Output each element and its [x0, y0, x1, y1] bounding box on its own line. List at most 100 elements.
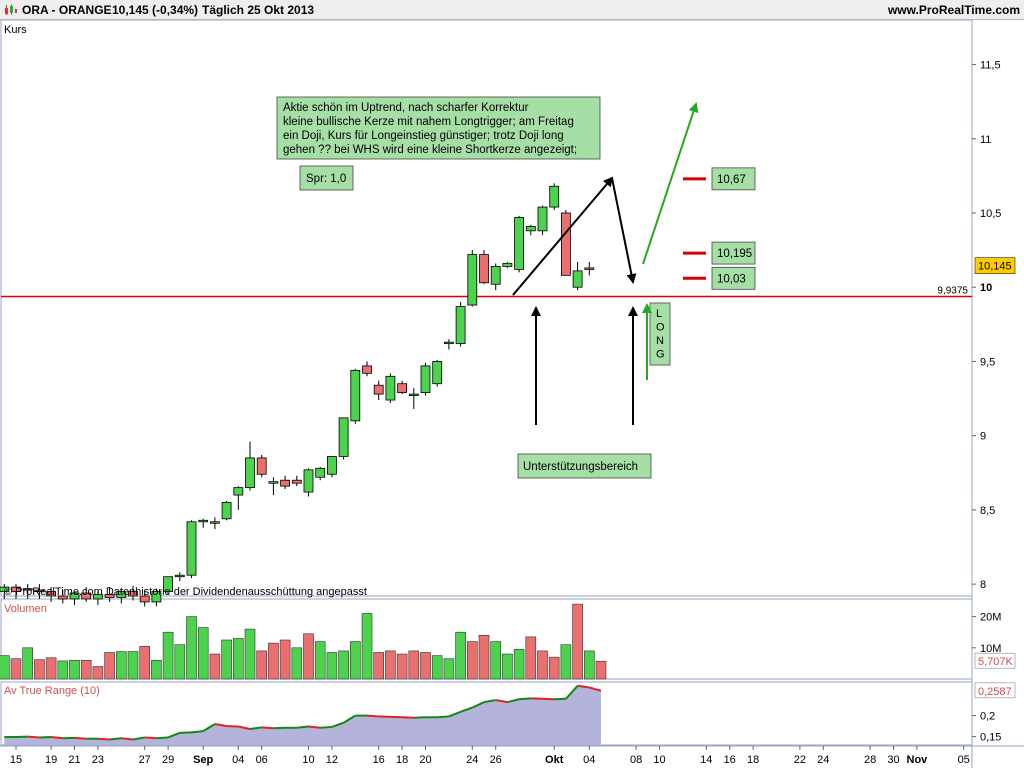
atr-line-segment	[50, 736, 63, 740]
volume-panel-title: Volumen	[4, 603, 47, 615]
candle-down	[46, 591, 56, 597]
price-tick-label: 10,5	[980, 208, 1001, 220]
candle-up	[420, 365, 431, 394]
candle-down	[373, 384, 384, 395]
volume-bar	[57, 660, 69, 680]
volume-bar	[478, 635, 490, 680]
time-tick-label: 05	[958, 754, 970, 766]
atr-line-segment	[109, 737, 122, 741]
volume-bar	[209, 653, 221, 680]
atr-line-segment	[507, 698, 520, 704]
candle-up	[315, 467, 326, 478]
support-level-label: 9,9375	[937, 285, 968, 296]
atr-line-segment	[27, 735, 40, 739]
candle-up	[432, 361, 443, 385]
symbol-label: ORA - ORANGE	[22, 3, 112, 17]
volume-bar	[560, 644, 572, 680]
period-label: Täglich 25 Okt 2013	[202, 3, 315, 17]
volume-bar	[455, 631, 466, 680]
time-tick-label: Okt	[545, 754, 564, 766]
candle-down	[104, 594, 115, 598]
volume-bar	[10, 658, 22, 680]
volume-last-label: 5,707K	[978, 656, 1014, 668]
candle-down	[11, 586, 21, 592]
support-zone-text: Unterstützungsbereich	[523, 461, 638, 473]
footer-note: © ProRealTime.com Datenhistorie der Divi…	[4, 586, 367, 598]
correction-arrow	[611, 177, 637, 284]
candle-up	[455, 306, 466, 345]
candle-up	[151, 591, 162, 603]
time-tick-label: 27	[139, 754, 151, 766]
atr-line-segment	[97, 737, 110, 741]
volume-bar	[373, 652, 385, 680]
volume-bar	[279, 639, 291, 680]
support-zone-box	[517, 453, 652, 479]
time-tick-label: Nov	[907, 754, 929, 766]
time-tick-label: 24	[817, 754, 829, 766]
atr-line-segment	[202, 723, 216, 732]
price-tick-label: 8	[980, 579, 986, 591]
candle-up	[338, 417, 349, 457]
atr-line-segment	[191, 730, 204, 734]
atr-line-segment	[366, 714, 379, 718]
candle-down	[479, 254, 489, 284]
volume-bar	[314, 641, 326, 680]
time-tick-label: 14	[700, 754, 712, 766]
volume-bar	[385, 650, 396, 680]
volume-bar	[127, 651, 139, 680]
time-tick-label: 08	[630, 754, 642, 766]
site-link[interactable]: www.ProRealTime.com	[887, 3, 1020, 17]
volume-bar	[408, 650, 420, 680]
time-tick-label: Sep	[193, 754, 213, 766]
candle-up	[385, 375, 396, 401]
candle-up	[326, 456, 337, 475]
comment-box	[276, 96, 601, 160]
volume-bar	[22, 647, 34, 680]
level-mark-box	[711, 167, 756, 191]
atr-line-segment	[74, 736, 87, 740]
volume-bar	[349, 641, 361, 680]
volume-bar	[361, 613, 373, 680]
volume-bar	[104, 652, 115, 680]
atr-line-segment	[296, 725, 309, 729]
time-tick-label: 18	[396, 754, 408, 766]
atr-line-segment	[132, 736, 145, 741]
candle-up	[209, 521, 220, 524]
atr-area	[4, 685, 602, 745]
time-tick-label: 16	[724, 754, 736, 766]
time-tick-label: 16	[373, 754, 385, 766]
level-mark-label: 10,03	[717, 273, 746, 285]
volume-bar	[548, 656, 560, 680]
time-tick-label: 30	[887, 754, 899, 766]
atr-line-segment	[471, 701, 485, 709]
price-tick-label: 9	[980, 431, 986, 443]
time-tick-label: 15	[10, 754, 22, 766]
time-tick-label: 12	[326, 754, 338, 766]
volume-tick-label: 10M	[980, 643, 1001, 655]
price-tick-label: 11,5	[980, 60, 1001, 72]
volume-bar	[303, 633, 314, 680]
level-mark-label: 10,195	[717, 248, 752, 260]
atr-line-segment	[448, 710, 461, 718]
atr-line-segment	[320, 725, 332, 729]
candle-down	[128, 591, 138, 597]
volume-bar	[45, 657, 57, 680]
volume-bar	[572, 603, 583, 680]
candle-down	[81, 592, 92, 600]
time-tick-label: 06	[256, 754, 268, 766]
volume-bar	[595, 660, 607, 680]
level-mark-label: 10,67	[717, 174, 746, 186]
atr-line-segment	[589, 686, 602, 692]
candle-up	[490, 266, 501, 285]
candle-down	[280, 479, 291, 487]
volume-bar	[537, 650, 548, 680]
volume-bar	[151, 659, 162, 680]
chart-area: Kurs 8 8,5 9 9,5 10 10,5 11 11,5 9,9375 10,145 © Pr…	[0, 20, 1024, 768]
price-tick-label: 8,5	[980, 505, 995, 517]
volume-bar	[420, 652, 431, 680]
candle-up	[537, 206, 548, 232]
candle-up	[69, 592, 80, 600]
atr-last-label: 0,2587	[978, 686, 1012, 698]
volume-bar	[139, 645, 150, 680]
atr-line-segment	[121, 737, 134, 741]
